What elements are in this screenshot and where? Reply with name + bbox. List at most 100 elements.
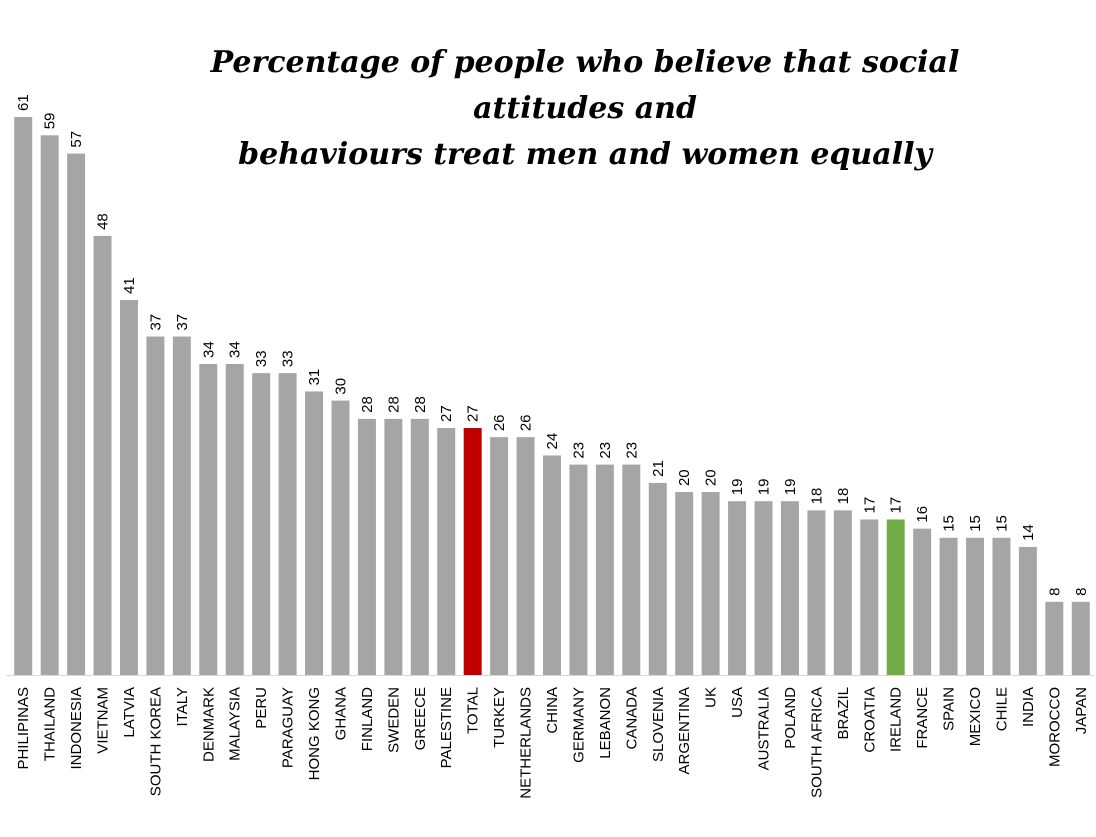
bar-philipinas (14, 117, 33, 675)
data-label: 30 (332, 378, 349, 395)
category-label: CHINA (544, 687, 561, 734)
data-label: 34 (200, 341, 217, 358)
category-label: MEXICO (967, 687, 984, 746)
bar-south-korea (146, 336, 165, 675)
bar-ghana (331, 400, 350, 675)
category-label: TOTAL (465, 687, 482, 734)
category-label: MALAYSIA (227, 687, 244, 761)
data-label: 19 (782, 479, 799, 496)
category-label: GREECE (412, 687, 429, 750)
category-label: SLOVENIA (650, 687, 667, 762)
category-label: SPAIN (941, 687, 958, 731)
chart-title-line-2: behaviours treat men and women equally (238, 137, 932, 172)
data-label: 8 (1046, 587, 1063, 595)
data-label: 19 (729, 479, 746, 496)
data-label: 18 (835, 488, 852, 505)
bar-chile (992, 537, 1011, 675)
bar-greece (410, 418, 429, 675)
data-label: 18 (808, 488, 825, 505)
bar-total (463, 428, 482, 675)
category-label: BRAZIL (835, 687, 852, 740)
bar-palestine (437, 428, 456, 675)
bar-india (1018, 546, 1037, 675)
chart-title: Percentage of people who believe that so… (140, 40, 1030, 178)
data-label: 61 (15, 94, 32, 111)
bar-vietnam (93, 235, 112, 676)
bar-latvia (119, 299, 138, 675)
data-label: 28 (412, 396, 429, 413)
data-label: 20 (703, 469, 720, 486)
category-label: SOUTH AFRICA (808, 687, 825, 798)
bar-china (543, 455, 561, 675)
chart-title-line-1: Percentage of people who believe that so… (210, 45, 960, 126)
data-label: 20 (676, 469, 693, 486)
data-label: 8 (1073, 587, 1090, 595)
category-label: GERMANY (570, 687, 587, 763)
bar-denmark (199, 363, 218, 675)
bar-south-africa (807, 510, 826, 675)
category-label: USA (729, 687, 746, 718)
category-label: LATVIA (121, 687, 138, 738)
category-label: INDONESIA (68, 687, 85, 770)
bar-ireland (886, 519, 905, 675)
data-label: 48 (95, 213, 112, 230)
data-label: 26 (518, 414, 535, 431)
category-label: CROATIA (861, 687, 878, 753)
data-label: 23 (570, 442, 587, 459)
category-label: INDIA (1020, 687, 1037, 727)
category-label: GHANA (332, 687, 349, 740)
bar-germany (569, 464, 588, 675)
bar-france (913, 528, 932, 675)
data-label: 21 (650, 460, 667, 477)
data-label: 33 (253, 350, 270, 367)
bar-italy (172, 336, 191, 675)
bar-australia (754, 501, 773, 675)
bar-sweden (384, 418, 403, 675)
bar-croatia (860, 519, 879, 675)
category-label: FINLAND (359, 687, 376, 751)
bar-morocco (1045, 601, 1064, 675)
category-label: CHILE (993, 687, 1010, 731)
data-label: 24 (544, 433, 561, 450)
bar-japan (1071, 601, 1090, 675)
data-label: 23 (597, 442, 614, 459)
data-label: 37 (174, 314, 191, 331)
category-label: PALESTINE (438, 687, 455, 768)
data-label: 26 (491, 414, 508, 431)
category-label: PARAGUAY (280, 687, 297, 768)
data-label: 33 (280, 350, 297, 367)
category-label: DENMARK (200, 687, 217, 762)
category-label: IRELAND (888, 687, 905, 752)
data-label: 17 (861, 497, 878, 514)
data-label: 27 (465, 405, 482, 422)
data-label: 15 (993, 515, 1010, 532)
data-label: 15 (967, 515, 984, 532)
bar-indonesia (67, 153, 86, 676)
data-label: 31 (306, 369, 323, 386)
data-label: 14 (1020, 524, 1037, 541)
data-label: 37 (147, 314, 164, 331)
bar-turkey (490, 437, 509, 675)
category-label: MOROCCO (1046, 687, 1063, 767)
data-label: 57 (68, 131, 85, 148)
bar-uk (701, 492, 720, 675)
bar-hong-kong (305, 391, 324, 675)
data-label: 27 (438, 405, 455, 422)
data-label: 34 (227, 341, 244, 358)
category-label: UK (703, 687, 720, 708)
category-label: THAILAND (42, 687, 59, 761)
bar-usa (728, 501, 747, 675)
category-label: JAPAN (1073, 687, 1090, 734)
bar-paraguay (278, 373, 297, 675)
category-label: ITALY (174, 687, 191, 726)
bar-brazil (833, 510, 852, 675)
data-label: 17 (888, 497, 905, 514)
category-label: CANADA (623, 687, 640, 750)
bar-spain (939, 537, 958, 675)
bar-slovenia (648, 482, 667, 675)
data-label: 59 (42, 113, 59, 130)
category-label: VIETNAM (95, 687, 112, 754)
data-label: 23 (623, 442, 640, 459)
bar-canada (622, 464, 641, 675)
bar-finland (357, 418, 376, 675)
